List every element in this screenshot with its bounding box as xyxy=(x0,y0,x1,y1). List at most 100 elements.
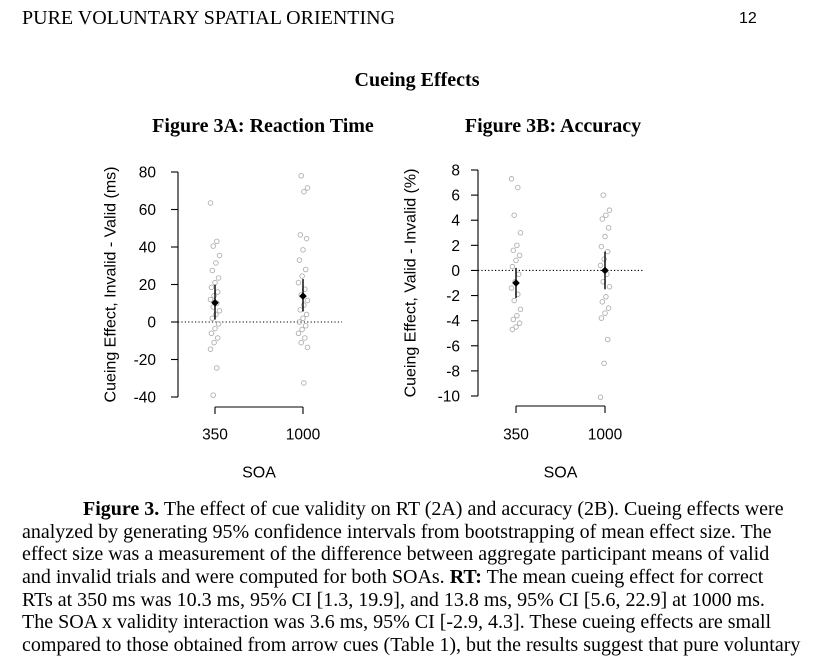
participant-point xyxy=(304,185,311,191)
x-tick-label: 1000 xyxy=(286,427,321,444)
participant-point xyxy=(602,233,608,240)
participant-point xyxy=(598,315,605,321)
participant-point xyxy=(213,311,219,318)
participant-point xyxy=(213,260,219,266)
y-tick-label: 20 xyxy=(139,277,157,294)
participant-point xyxy=(508,285,515,291)
participant-point xyxy=(297,307,304,313)
participant-point xyxy=(513,257,519,264)
participant-point xyxy=(513,324,519,330)
caption-text: and invalid trials and were computed for… xyxy=(22,566,450,589)
participant-point xyxy=(509,263,516,270)
participant-point xyxy=(207,346,214,352)
y-tick-label: -2 xyxy=(446,288,460,305)
participant-point xyxy=(298,172,304,179)
participant-point xyxy=(517,230,524,236)
participant-point xyxy=(295,330,302,337)
y-tick-label: 4 xyxy=(451,213,460,230)
x-axis-title: SOA xyxy=(544,465,578,482)
participant-point xyxy=(207,200,214,206)
participant-point xyxy=(605,225,612,231)
y-tick-label: 60 xyxy=(139,202,157,219)
participant-point xyxy=(598,243,605,250)
participant-point xyxy=(302,266,309,273)
x-tick-label: 350 xyxy=(503,427,529,444)
caption-text: The mean cueing effect for correct xyxy=(481,566,764,589)
participant-point xyxy=(606,284,613,290)
y-tick-label: 2 xyxy=(451,238,460,255)
participant-point xyxy=(215,275,222,281)
caption-rt-label: RT: xyxy=(449,566,482,589)
caption-line-5: RTs at 350 ms was 10.3 ms, 95% CI [1.3, … xyxy=(22,588,765,611)
y-tick-label: 0 xyxy=(451,263,460,280)
y-tick-label: -6 xyxy=(446,338,460,355)
figure-heading: Cueing Effects xyxy=(354,69,480,91)
mean-marker xyxy=(512,279,520,287)
caption-line-3: effect size was a measurement of the dif… xyxy=(22,543,770,566)
participant-point xyxy=(216,308,223,314)
participant-point xyxy=(298,339,304,346)
participant-point xyxy=(508,176,515,182)
participant-point xyxy=(301,380,307,386)
caption-figure-label: Figure 3. xyxy=(83,498,160,520)
participant-point xyxy=(606,207,613,213)
x-axis-title: SOA xyxy=(242,465,276,482)
participant-point xyxy=(207,296,214,303)
running-head: PURE VOLUNTARY SPATIAL ORIENTING xyxy=(22,7,396,29)
mean-marker xyxy=(601,266,609,275)
participant-point xyxy=(214,289,221,295)
participant-point xyxy=(599,216,606,222)
participant-point xyxy=(509,326,516,333)
caption-line-4: and invalid trials and were computed for… xyxy=(22,566,812,589)
participant-point xyxy=(510,247,517,254)
participant-point xyxy=(517,306,524,313)
x-tick-label: 350 xyxy=(202,427,228,444)
participant-point xyxy=(516,320,523,326)
chart-3b-accuracy: -10 -8 -6 -4 -2 0 2 4 6 8 350 1000 SOA Cueing Effect,… xyxy=(403,163,643,482)
participant-point xyxy=(209,315,216,322)
participant-point xyxy=(602,310,608,316)
participant-point xyxy=(300,247,306,253)
participant-point xyxy=(514,242,520,249)
chart-3a-reaction-time: -40 -20 0 20 40 60 80 350 1000 SOA Cueing Effect, … xyxy=(103,165,342,482)
participant-point xyxy=(603,212,609,218)
participant-point xyxy=(304,297,311,304)
mean-marker xyxy=(299,292,307,300)
participant-point xyxy=(604,248,611,255)
panel-title-3a: Figure 3A: Reaction Time xyxy=(152,115,374,137)
participant-point xyxy=(604,336,611,343)
caption-line-6: The SOA x validity interaction was 3.6 m… xyxy=(22,611,772,634)
caption-line-7: compared to those obtained from arrow cu… xyxy=(22,634,801,657)
participant-point xyxy=(208,330,215,337)
participant-point xyxy=(302,335,308,341)
participant-point xyxy=(301,302,307,308)
participant-point xyxy=(515,184,521,191)
y-axis-title: Cueing Effect, Invalid - Valid (ms) xyxy=(103,167,120,403)
y-tick-label: 80 xyxy=(139,165,157,182)
participant-point xyxy=(208,284,215,291)
participant-point xyxy=(295,279,302,286)
participant-point xyxy=(303,235,310,242)
participant-point xyxy=(301,188,307,195)
participant-point xyxy=(214,335,221,341)
y-tick-label: -40 xyxy=(134,390,157,407)
y-tick-label: -8 xyxy=(446,363,460,380)
y-tick-label: 6 xyxy=(451,188,460,205)
participant-point xyxy=(300,315,306,322)
caption-text: The effect of cue validity on RT (2A) an… xyxy=(159,498,784,520)
y-tick-label: 40 xyxy=(139,240,157,257)
participant-point xyxy=(296,319,303,325)
participant-point xyxy=(211,293,217,299)
mean-marker xyxy=(211,298,219,307)
participant-point xyxy=(212,279,218,286)
participant-point xyxy=(516,252,523,259)
participant-point xyxy=(597,394,604,401)
panel-title-3b: Figure 3B: Accuracy xyxy=(464,115,642,137)
figure-caption: Figure 3. The effect of cue validity on … xyxy=(22,498,812,657)
participant-point xyxy=(209,267,216,274)
participant-point xyxy=(215,321,222,327)
participant-point xyxy=(511,212,517,218)
participant-point xyxy=(299,326,305,333)
participant-point xyxy=(210,392,216,398)
